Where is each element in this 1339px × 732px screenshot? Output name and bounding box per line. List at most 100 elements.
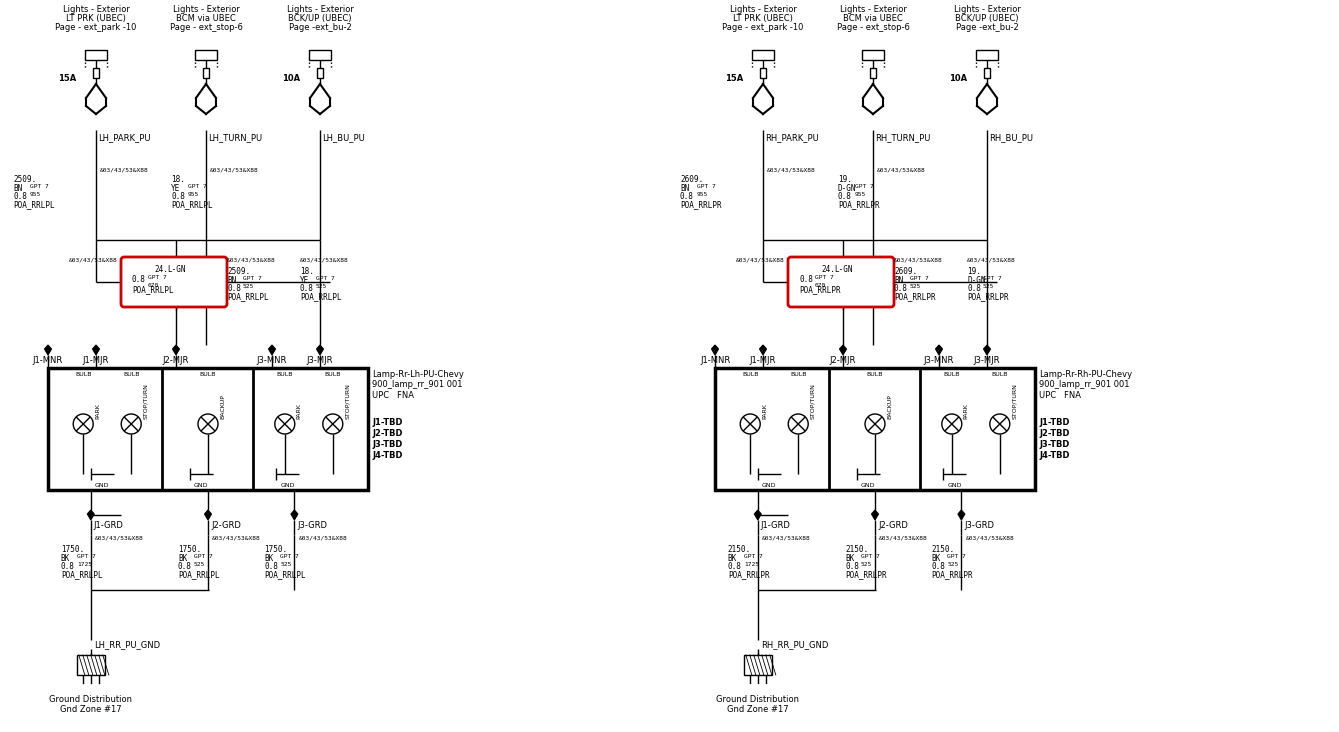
- Circle shape: [789, 414, 809, 434]
- Text: &03/43/53&X88: &03/43/53&X88: [228, 258, 276, 263]
- Text: BULB: BULB: [742, 372, 758, 377]
- Text: 18.: 18.: [171, 175, 185, 184]
- Text: Lights - Exterior: Lights - Exterior: [173, 5, 240, 14]
- Text: BCM via UBEC: BCM via UBEC: [177, 14, 236, 23]
- Bar: [317, 68, 323, 78]
- Circle shape: [198, 414, 218, 434]
- Text: POA_RRLPL: POA_RRLPL: [228, 292, 269, 301]
- Text: GPT 7: GPT 7: [194, 554, 213, 559]
- Text: POA_RRLPL: POA_RRLPL: [178, 570, 220, 579]
- Text: POA_RRLPL: POA_RRLPL: [60, 570, 102, 579]
- Text: 0.8: 0.8: [60, 562, 75, 571]
- Text: 0.8: 0.8: [178, 562, 191, 571]
- Text: Lights - Exterior: Lights - Exterior: [730, 5, 797, 14]
- Text: GPT 7: GPT 7: [856, 184, 874, 189]
- Text: &03/43/53&X88: &03/43/53&X88: [300, 258, 348, 263]
- Text: 670: 670: [815, 283, 826, 288]
- Text: J1-GRD: J1-GRD: [94, 521, 123, 530]
- Text: 1725: 1725: [743, 562, 759, 567]
- Text: 10A: 10A: [949, 74, 967, 83]
- Text: GPT 7: GPT 7: [316, 276, 335, 281]
- Text: 0.8: 0.8: [264, 562, 279, 571]
- Text: GND: GND: [194, 483, 209, 488]
- Text: POA_RRLPR: POA_RRLPR: [845, 570, 886, 579]
- Text: 955: 955: [856, 192, 866, 197]
- Polygon shape: [984, 345, 991, 355]
- Bar: [761, 68, 766, 78]
- Text: YE: YE: [300, 276, 309, 285]
- Bar: [870, 68, 876, 78]
- Text: Page -ext_bu-2: Page -ext_bu-2: [956, 23, 1019, 32]
- Text: 0.8: 0.8: [13, 192, 27, 201]
- Text: PARK: PARK: [297, 403, 301, 419]
- Text: BULB: BULB: [75, 372, 91, 377]
- Polygon shape: [316, 345, 324, 355]
- Text: POA_RRLPR: POA_RRLPR: [728, 570, 770, 579]
- Text: 955: 955: [698, 192, 708, 197]
- Text: GND: GND: [95, 483, 110, 488]
- Circle shape: [274, 414, 295, 434]
- Bar: [48, 368, 368, 490]
- Text: Page -ext_bu-2: Page -ext_bu-2: [289, 23, 351, 32]
- Circle shape: [941, 414, 961, 434]
- Text: GPT 7: GPT 7: [698, 184, 716, 189]
- Text: BCK/UP (UBEC): BCK/UP (UBEC): [288, 14, 352, 23]
- Text: 24.: 24.: [821, 265, 836, 274]
- Text: 1750.: 1750.: [264, 545, 288, 554]
- Text: J2-TBD: J2-TBD: [1039, 429, 1070, 438]
- Text: 525: 525: [948, 562, 959, 567]
- Text: GPT 7: GPT 7: [280, 554, 299, 559]
- Polygon shape: [957, 510, 965, 520]
- Polygon shape: [173, 345, 179, 355]
- Text: BACKUP: BACKUP: [886, 394, 892, 419]
- Text: &03/43/53&X88: &03/43/53&X88: [736, 258, 785, 263]
- Text: &03/43/53&X88: &03/43/53&X88: [767, 167, 815, 172]
- Text: 0.8: 0.8: [845, 562, 858, 571]
- Text: GPT 7: GPT 7: [76, 554, 95, 559]
- Text: GPT 7: GPT 7: [242, 276, 261, 281]
- Text: BN: BN: [13, 184, 23, 193]
- Polygon shape: [711, 345, 719, 355]
- Text: 525: 525: [983, 284, 995, 289]
- Text: 955: 955: [29, 192, 42, 197]
- Text: Lamp-Rr-Lh-PU-Chevy
900_lamp_rr_901 001
UPC   FNA: Lamp-Rr-Lh-PU-Chevy 900_lamp_rr_901 001 …: [372, 370, 463, 400]
- Text: GPT 7: GPT 7: [983, 276, 1002, 281]
- Polygon shape: [87, 510, 94, 520]
- Text: 2509.: 2509.: [228, 267, 250, 276]
- Text: 0.8: 0.8: [300, 284, 313, 293]
- Text: PARK: PARK: [95, 403, 100, 419]
- Text: 0.8: 0.8: [799, 275, 813, 284]
- Circle shape: [323, 414, 343, 434]
- Text: 670: 670: [149, 283, 159, 288]
- Text: Lights - Exterior: Lights - Exterior: [63, 5, 130, 14]
- Text: J3-GRD: J3-GRD: [297, 521, 328, 530]
- Text: 2150.: 2150.: [728, 545, 751, 554]
- Text: 0.8: 0.8: [838, 192, 852, 201]
- Circle shape: [865, 414, 885, 434]
- Bar: [309, 50, 331, 60]
- Text: 18.: 18.: [300, 267, 313, 276]
- Text: LH_TURN_PU: LH_TURN_PU: [208, 133, 262, 142]
- Text: POA_RRLPR: POA_RRLPR: [967, 292, 1008, 301]
- Text: BULB: BULB: [866, 372, 884, 377]
- Text: J1-TBD: J1-TBD: [372, 418, 403, 427]
- Text: J1-MNR: J1-MNR: [33, 356, 63, 365]
- Text: &03/43/53&X88: &03/43/53&X88: [212, 535, 261, 540]
- Text: GPT 7: GPT 7: [187, 184, 206, 189]
- Text: BN: BN: [228, 276, 236, 285]
- Text: J1-GRD: J1-GRD: [761, 521, 790, 530]
- Text: BULB: BULB: [123, 372, 139, 377]
- Text: GPT 7: GPT 7: [743, 554, 762, 559]
- Bar: [84, 50, 107, 60]
- Text: 19.: 19.: [967, 267, 981, 276]
- Text: BACKUP: BACKUP: [220, 394, 225, 419]
- Text: Lamp-Rr-Rh-PU-Chevy
900_lamp_rr_901 001
UPC   FNA: Lamp-Rr-Rh-PU-Chevy 900_lamp_rr_901 001 …: [1039, 370, 1133, 400]
- Bar: [753, 50, 774, 60]
- Text: J3-TBD: J3-TBD: [372, 440, 403, 449]
- Text: Lights - Exterior: Lights - Exterior: [840, 5, 907, 14]
- Text: 525: 525: [316, 284, 327, 289]
- Text: 0.8: 0.8: [894, 284, 908, 293]
- Text: Page - ext_stop-6: Page - ext_stop-6: [170, 23, 242, 32]
- Circle shape: [990, 414, 1010, 434]
- FancyBboxPatch shape: [787, 257, 894, 307]
